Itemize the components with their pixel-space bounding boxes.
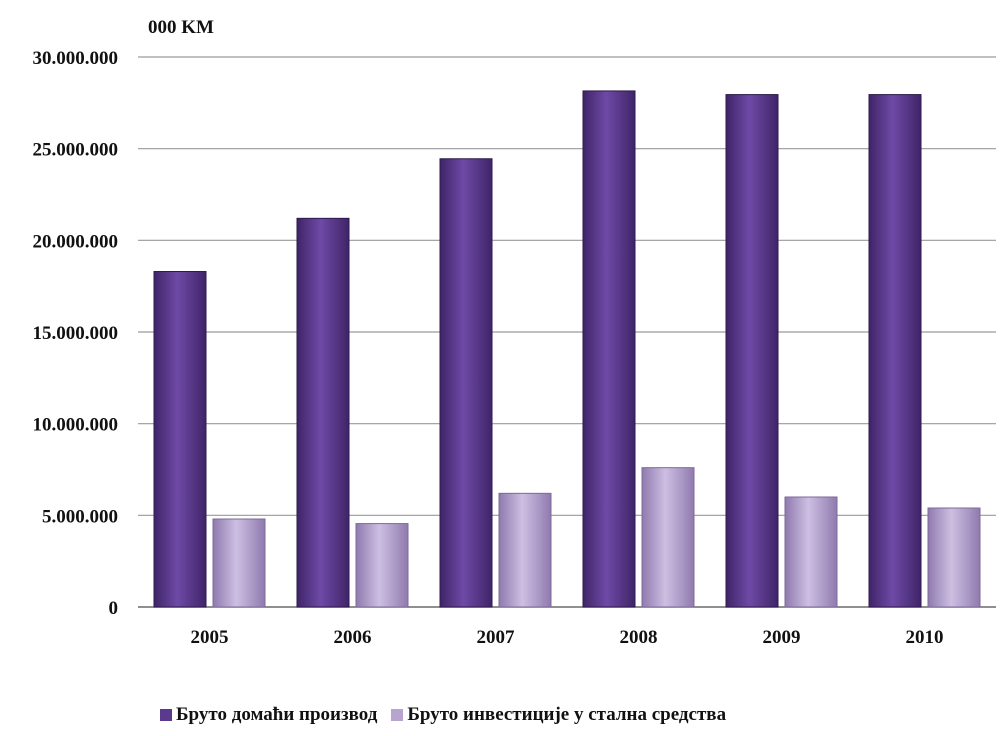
bar-gdp xyxy=(868,94,922,608)
legend-label-gdp: Бруто домаћи производ xyxy=(176,704,378,725)
x-tick-label: 2007 xyxy=(477,627,516,648)
y-tick-label: 10.000.000 xyxy=(33,415,119,436)
legend-swatch-investment xyxy=(391,709,404,721)
y-tick-label: 5.000.000 xyxy=(42,506,118,527)
gridlines xyxy=(138,56,996,608)
legend-swatch-gdp xyxy=(160,709,172,721)
bar-investment xyxy=(355,523,409,608)
bars xyxy=(153,90,981,608)
legend-item-gdp: Бруто домаћи производ xyxy=(160,704,377,726)
bar-gdp xyxy=(582,90,636,608)
unit-label: 000 KM xyxy=(148,17,214,38)
bar-investment xyxy=(212,518,266,608)
bar-investment xyxy=(498,492,552,608)
x-tick-label: 2006 xyxy=(334,627,372,648)
y-tick-label: 20.000.000 xyxy=(33,231,119,252)
x-tick-label: 2008 xyxy=(620,627,658,648)
bar-investment xyxy=(641,467,695,608)
y-tick-label: 30.000.000 xyxy=(33,48,119,69)
bar-investment xyxy=(927,507,981,608)
x-tick-label: 2005 xyxy=(191,627,229,648)
legend-item-investment: Бруто инвестиције у стална средства xyxy=(391,704,726,726)
bar-gdp xyxy=(725,94,779,608)
y-axis-ticks: 0 5.000.000 10.000.000 15.000.000 20.000.000… xyxy=(33,48,119,619)
legend: Бруто домаћи производ Бруто инвестиције … xyxy=(160,704,726,726)
x-tick-label: 2009 xyxy=(763,627,801,648)
y-tick-label: 15.000.000 xyxy=(33,323,119,344)
bar-gdp xyxy=(439,158,493,608)
y-tick-label: 25.000.000 xyxy=(33,140,119,161)
bar-investment xyxy=(784,496,838,608)
y-tick-label: 0 xyxy=(109,598,119,619)
x-axis-ticks: 2005 2006 2007 2008 2009 2010 xyxy=(191,627,944,648)
legend-label-investment: Бруто инвестиције у стална средства xyxy=(407,704,727,725)
x-tick-label: 2010 xyxy=(906,627,944,648)
bar-gdp xyxy=(153,271,207,608)
bar-gdp xyxy=(296,217,350,608)
